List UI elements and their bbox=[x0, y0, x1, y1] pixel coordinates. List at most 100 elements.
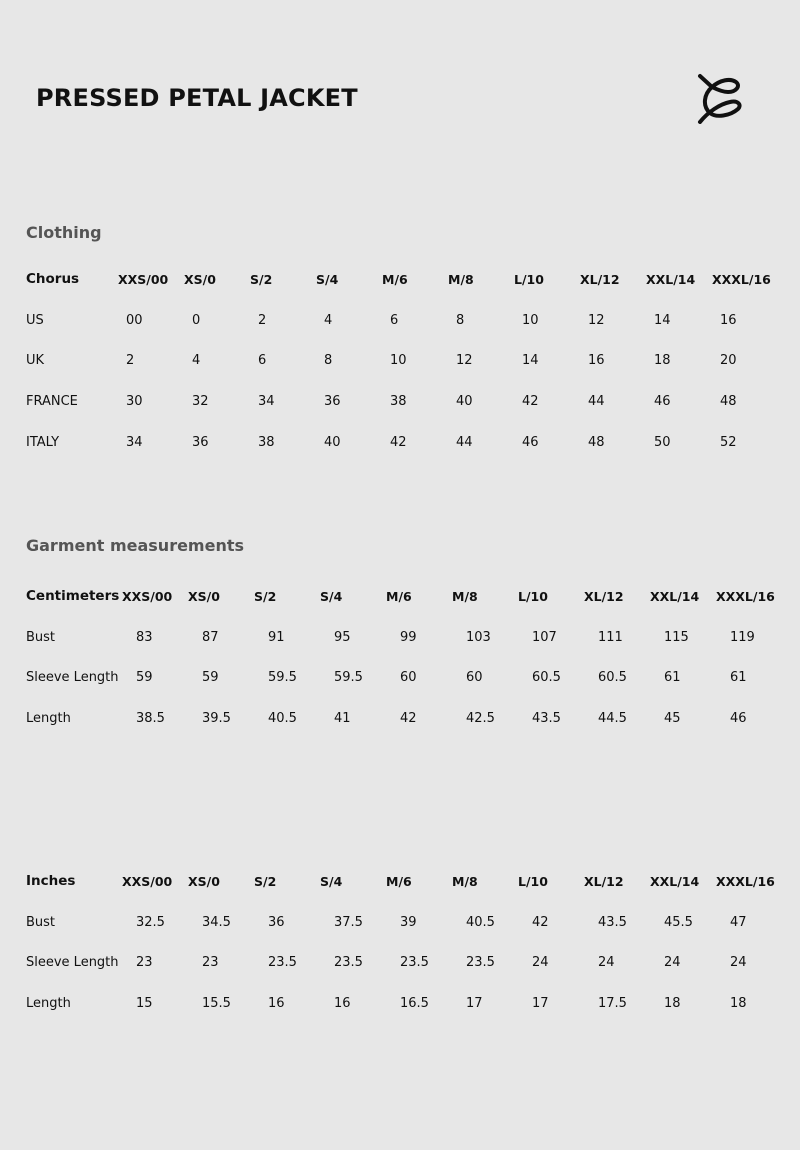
header-row: Centimeters XXS/00 XS/0 S/2 S/4 M/6 M/8 L/10 XL/… bbox=[26, 576, 782, 617]
table-cell: 34 bbox=[258, 394, 275, 410]
size-header: XS/0 bbox=[184, 271, 216, 287]
table-cell: 14 bbox=[522, 353, 539, 369]
inches-table: Inches XXS/00 XS/0 S/2 S/4 M/6 M/8 L/10 XL/12 XXL… bbox=[26, 861, 782, 1024]
table-cell: 40 bbox=[324, 435, 341, 451]
row-label: UK bbox=[26, 353, 45, 369]
table-cell: 18 bbox=[730, 996, 747, 1012]
table-cell: 61 bbox=[664, 670, 681, 686]
clothing-size-table: Chorus XXS/00 XS/0 S/2 S/4 M/6 M/8 L/10 XL/12 XXL… bbox=[26, 259, 778, 463]
table-cell: 24 bbox=[730, 955, 747, 971]
table-cell: 8 bbox=[324, 353, 333, 369]
table-cell: 60.5 bbox=[532, 670, 561, 686]
table-row: Sleeve Length 59 59 59.5 59.5 60 60 60.5 60.5 61 6… bbox=[26, 658, 782, 699]
table-cell: 23 bbox=[202, 955, 219, 971]
row-label: Sleeve Length bbox=[26, 955, 119, 971]
table-cell: 38.5 bbox=[136, 711, 165, 727]
size-header: S/2 bbox=[254, 873, 277, 889]
size-header: M/8 bbox=[448, 271, 474, 287]
size-header: XXS/00 bbox=[122, 588, 173, 604]
size-header: XXXL/16 bbox=[716, 873, 775, 889]
table-cell: 16 bbox=[588, 353, 605, 369]
size-header: M/8 bbox=[452, 588, 478, 604]
table-cell: 34.5 bbox=[202, 914, 231, 930]
row-label: Length bbox=[26, 996, 71, 1012]
table-cell: 111 bbox=[598, 629, 623, 645]
table-cell: 43.5 bbox=[598, 914, 627, 930]
table-cell: 2 bbox=[126, 353, 135, 369]
table-cell: 44.5 bbox=[598, 711, 627, 727]
table-cell: 44 bbox=[456, 435, 473, 451]
table-cell: 16.5 bbox=[400, 996, 429, 1012]
table-cell: 95 bbox=[334, 629, 351, 645]
table-cell: 41 bbox=[334, 711, 351, 727]
table-cell: 4 bbox=[192, 353, 201, 369]
size-header: XXXL/16 bbox=[712, 271, 771, 287]
clothing-section-title: Clothing bbox=[26, 223, 102, 242]
row-label: Bust bbox=[26, 629, 56, 645]
size-header: L/10 bbox=[518, 588, 548, 604]
table-cell: 42 bbox=[522, 394, 539, 410]
table-cell: 59.5 bbox=[334, 670, 363, 686]
table-cell: 20 bbox=[720, 353, 737, 369]
table-row: Bust 32.5 34.5 36 37.5 39 40.5 42 43.5 45.5 47 bbox=[26, 902, 782, 943]
page-title: PRESSED PETAL JACKET bbox=[36, 84, 358, 112]
table-cell: 40.5 bbox=[466, 914, 495, 930]
size-header: M/6 bbox=[386, 873, 412, 889]
size-header: M/6 bbox=[382, 271, 408, 287]
size-header: L/10 bbox=[514, 271, 544, 287]
table-cell: 36 bbox=[324, 394, 341, 410]
table-cell: 115 bbox=[664, 629, 689, 645]
table-cell: 46 bbox=[522, 435, 539, 451]
table-cell: 99 bbox=[400, 629, 417, 645]
header-row: Chorus XXS/00 XS/0 S/2 S/4 M/6 M/8 L/10 XL/12 XXL… bbox=[26, 259, 778, 300]
table-cell: 34 bbox=[126, 435, 143, 451]
size-header: XXXL/16 bbox=[716, 588, 775, 604]
size-header: XXL/14 bbox=[650, 873, 700, 889]
table-row: Length 38.5 39.5 40.5 41 42 42.5 43.5 44.5 45 46 bbox=[26, 698, 782, 739]
table-cell: 36 bbox=[268, 914, 285, 930]
table-row: ITALY 34 36 38 40 42 44 46 48 50 52 bbox=[26, 422, 778, 463]
table-cell: 48 bbox=[720, 394, 737, 410]
table-row: US 00 0 2 4 6 8 10 12 14 16 bbox=[26, 300, 778, 341]
table-cell: 6 bbox=[390, 312, 399, 328]
table-cell: 45 bbox=[664, 711, 681, 727]
header-label: Chorus bbox=[26, 271, 80, 288]
table-cell: 16 bbox=[720, 312, 737, 328]
size-header: XL/12 bbox=[584, 873, 624, 889]
table-row: Sleeve Length 23 23 23.5 23.5 23.5 23.5 24 24 24 2… bbox=[26, 943, 782, 984]
table-row: Bust 83 87 91 95 99 103 107 111 115 119 bbox=[26, 617, 782, 658]
size-header: XL/12 bbox=[580, 271, 620, 287]
table-cell: 6 bbox=[258, 353, 267, 369]
table-cell: 32.5 bbox=[136, 914, 165, 930]
table-cell: 24 bbox=[598, 955, 615, 971]
size-header: XXS/00 bbox=[118, 271, 169, 287]
table-cell: 24 bbox=[532, 955, 549, 971]
table-cell: 52 bbox=[720, 435, 737, 451]
table-cell: 42.5 bbox=[466, 711, 495, 727]
table-cell: 15.5 bbox=[202, 996, 231, 1012]
header-label: Inches bbox=[26, 873, 76, 890]
row-label: ITALY bbox=[26, 435, 60, 451]
table-cell: 24 bbox=[664, 955, 681, 971]
table-cell: 17.5 bbox=[598, 996, 627, 1012]
table-cell: 47 bbox=[730, 914, 747, 930]
table-cell: 10 bbox=[390, 353, 407, 369]
garment-section-title: Garment measurements bbox=[26, 536, 245, 555]
table-cell: 39 bbox=[400, 914, 417, 930]
header-label: Centimeters bbox=[26, 588, 120, 605]
table-cell: 0 bbox=[192, 312, 201, 328]
size-header: L/10 bbox=[518, 873, 548, 889]
row-label: Bust bbox=[26, 914, 56, 930]
table-cell: 40.5 bbox=[268, 711, 297, 727]
table-cell: 42 bbox=[390, 435, 407, 451]
table-cell: 61 bbox=[730, 670, 747, 686]
centimeters-table: Centimeters XXS/00 XS/0 S/2 S/4 M/6 M/8 L/10 XL/… bbox=[26, 576, 782, 739]
table-cell: 119 bbox=[730, 629, 755, 645]
table-cell: 23.5 bbox=[400, 955, 429, 971]
table-cell: 59.5 bbox=[268, 670, 297, 686]
table-cell: 43.5 bbox=[532, 711, 561, 727]
header-row: Inches XXS/00 XS/0 S/2 S/4 M/6 M/8 L/10 XL/12 XXL… bbox=[26, 861, 782, 902]
table-cell: 46 bbox=[730, 711, 747, 727]
size-header: S/2 bbox=[250, 271, 273, 287]
size-header: XXS/00 bbox=[122, 873, 173, 889]
